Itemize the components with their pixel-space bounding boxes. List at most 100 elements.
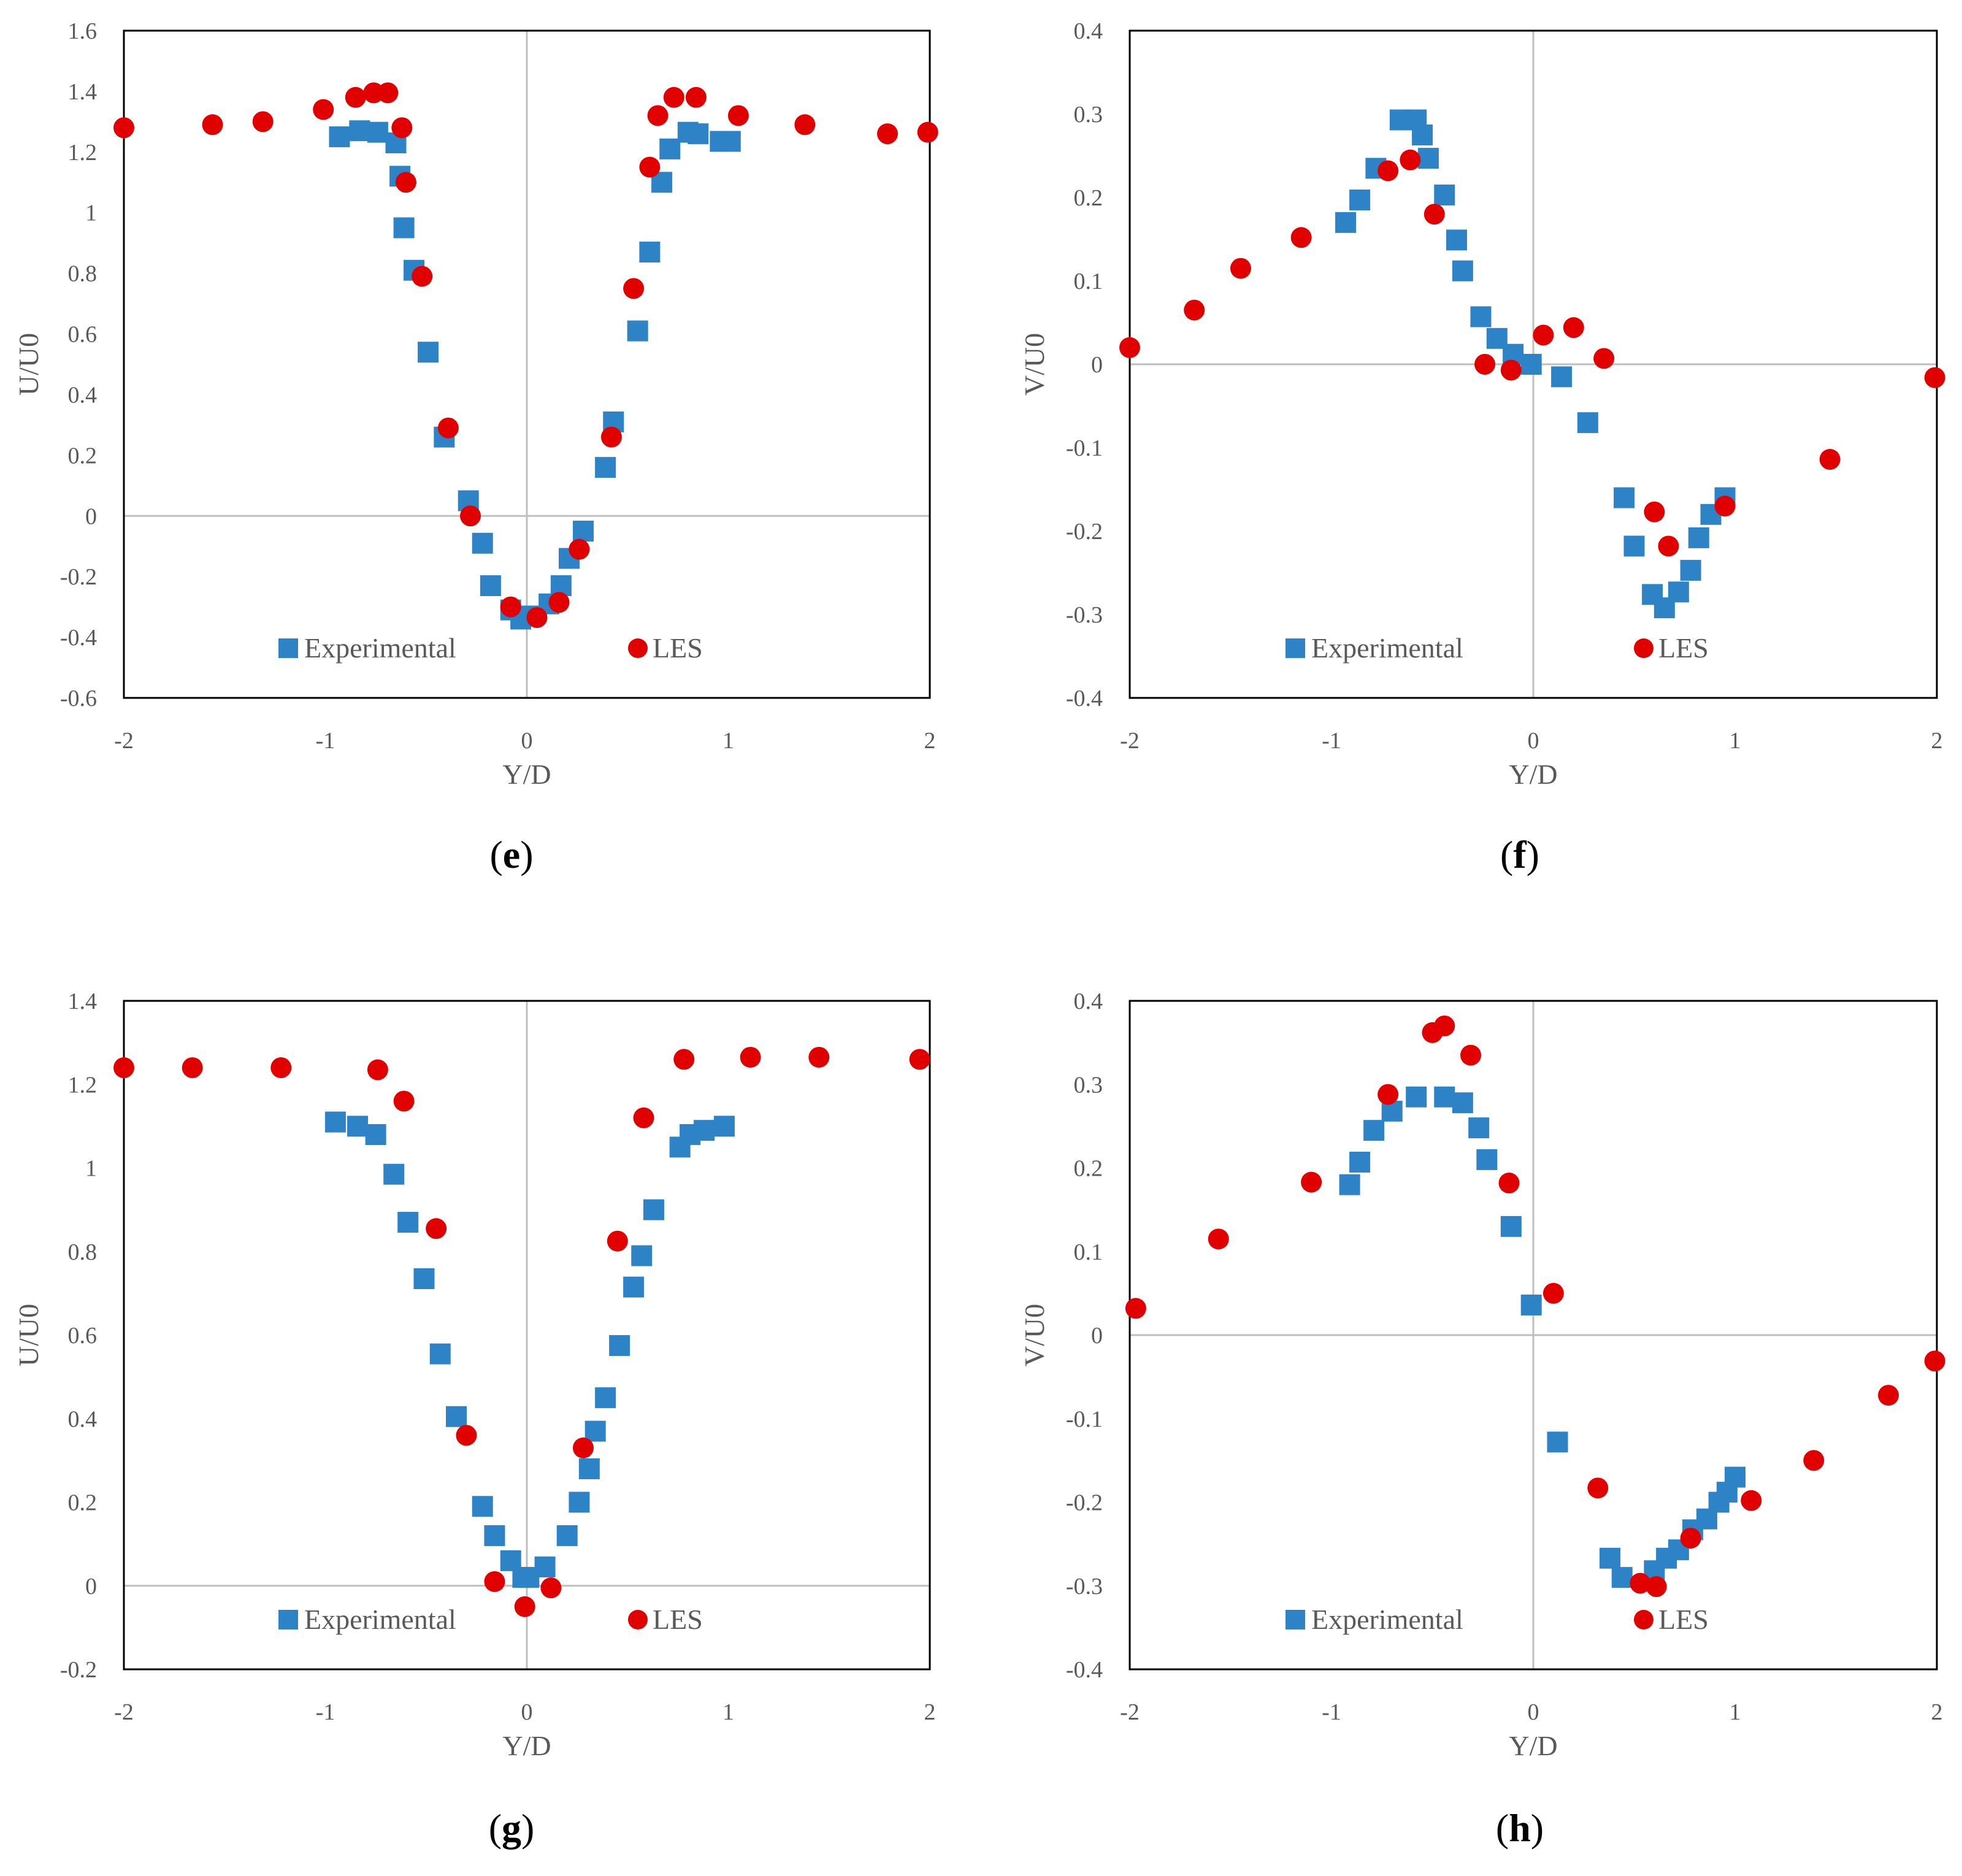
y-tick-label: -0.4 (1066, 1657, 1103, 1683)
experimental-point (569, 1491, 590, 1513)
experimental-point (1434, 1086, 1455, 1108)
experimental-point (1452, 260, 1473, 281)
legend-label-les: LES (653, 632, 703, 664)
experimental-point (1339, 1174, 1360, 1195)
experimental-point (643, 1199, 664, 1220)
chart-panel-f: -2 -1 0 1 2 -0.4 -0.3 -0.2 -0.1 0 0.1 0.2 0.3 0.4 Y/D V… (1019, 18, 1945, 876)
caption-paren-close: ) (521, 1806, 534, 1850)
experimental-point (1434, 184, 1455, 205)
les-point (1644, 501, 1665, 523)
les-point (607, 1230, 628, 1252)
les-point (1378, 1084, 1399, 1105)
y-tick-label: 1.4 (68, 989, 98, 1014)
experimental-point (1520, 1294, 1542, 1315)
y-axis-label: V/U0 (1019, 1304, 1050, 1366)
series-experimental (1339, 1086, 1745, 1588)
legend: Experimental LES (278, 1604, 703, 1635)
experimental-point (1335, 212, 1357, 233)
les-point (1125, 1298, 1146, 1319)
les-point (1924, 367, 1945, 388)
experimental-point (1349, 190, 1371, 211)
les-point (877, 123, 899, 145)
y-tick-label: 0.6 (68, 322, 98, 348)
les-point (113, 1057, 134, 1078)
les-point (540, 1577, 562, 1599)
y-tick-label: 0.2 (1074, 1156, 1103, 1182)
caption-paren-open: ( (1500, 833, 1513, 876)
y-tick-label: -0.4 (1066, 686, 1103, 711)
y-tick-label: -0.2 (1066, 1490, 1103, 1516)
experimental-point (595, 457, 616, 478)
y-tick-label: 1.4 (68, 79, 98, 105)
les-point (393, 1090, 415, 1112)
y-tick-label: 0.1 (1074, 1239, 1103, 1265)
les-point (426, 1218, 447, 1239)
les-point (514, 1596, 535, 1617)
experimental-point (484, 1525, 505, 1546)
experimental-point (1417, 148, 1439, 169)
x-axis-label: Y/D (1509, 1730, 1557, 1761)
legend-label-les: LES (1658, 1604, 1709, 1635)
x-tick-label: -1 (1322, 728, 1341, 754)
y-tick-label: 0.4 (1074, 18, 1103, 44)
experimental-point (1468, 1117, 1490, 1139)
y-tick-label: 0.4 (68, 1406, 98, 1432)
les-point (1680, 1528, 1701, 1549)
y-tick-label: 0 (85, 503, 97, 529)
legend-label-experimental: Experimental (304, 632, 456, 664)
series-les (1125, 1015, 1945, 1598)
les-point (526, 607, 548, 628)
experimental-point (1611, 1567, 1633, 1588)
caption-paren-close: ) (520, 833, 533, 876)
y-tick-label: 1.2 (68, 1072, 98, 1098)
experimental-point (1623, 535, 1645, 557)
experimental-point (1680, 559, 1701, 581)
plot-frame (1129, 1000, 1938, 1671)
experimental-point (397, 1212, 419, 1233)
x-tick-label: 1 (722, 728, 734, 754)
y-tick-label: -0.3 (1066, 1574, 1103, 1599)
experimental-point (383, 1163, 405, 1185)
experimental-point (1520, 354, 1542, 375)
y-tick-label: 1 (85, 1156, 97, 1182)
legend-circle-icon (1634, 1610, 1654, 1629)
panel-caption: (f) (1500, 833, 1539, 876)
experimental-point (1600, 1547, 1621, 1569)
caption-letter: g (502, 1806, 521, 1850)
les-point (647, 105, 669, 126)
x-axis-label: Y/D (502, 759, 551, 790)
y-tick-label: 0.2 (68, 1490, 98, 1516)
experimental-point (1476, 1149, 1498, 1170)
les-point (1630, 1572, 1651, 1594)
series-experimental (329, 120, 741, 630)
experimental-point (349, 120, 370, 142)
experimental-point (472, 532, 493, 554)
les-point (456, 1425, 477, 1446)
les-point (182, 1057, 203, 1078)
y-axis-label: U/U0 (13, 1304, 44, 1366)
y-tick-label: -0.2 (60, 564, 97, 590)
y-axis-label: U/U0 (13, 333, 44, 396)
les-point (1424, 204, 1445, 225)
experimental-point (694, 1120, 715, 1141)
les-point (548, 592, 570, 613)
caption-letter: f (1513, 833, 1527, 876)
x-tick-label: 2 (924, 728, 936, 754)
y-tick-label: 1.2 (68, 140, 98, 166)
y-tick-label: 0.4 (68, 382, 98, 408)
x-axis-label: Y/D (1509, 759, 1557, 790)
x-tick-label: 0 (1528, 728, 1539, 754)
y-tick-label: -0.6 (60, 686, 97, 711)
les-point (391, 117, 413, 139)
y-tick-label: -0.4 (60, 625, 97, 651)
les-point (639, 156, 661, 178)
y-tick-label: 0 (1091, 352, 1103, 378)
plot-frame (1129, 29, 1938, 699)
x-tick-label: 1 (1730, 1699, 1741, 1725)
panel-caption: (g) (489, 1806, 535, 1850)
plot-frame (123, 29, 931, 699)
experimental-point (1668, 581, 1689, 603)
x-tick-label: -2 (1120, 728, 1140, 754)
les-point (1400, 149, 1421, 170)
